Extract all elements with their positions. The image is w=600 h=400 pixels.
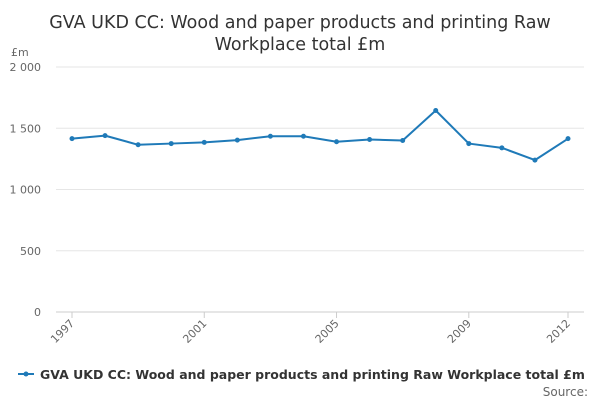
x-tick-label: 1997 xyxy=(48,317,77,346)
grid xyxy=(56,66,584,313)
data-point xyxy=(334,139,340,145)
data-point xyxy=(201,139,207,145)
y-tick-label: 1 500 xyxy=(10,122,42,135)
data-point xyxy=(532,157,538,163)
chart-title-line-2: Workplace total £m xyxy=(215,35,386,55)
data-point xyxy=(234,137,240,143)
chart-title-line-1: GVA UKD CC: Wood and paper products and … xyxy=(49,13,551,33)
data-point xyxy=(168,141,174,147)
data-point xyxy=(102,133,108,139)
legend-point-marker xyxy=(23,371,29,377)
y-tick-label: 2 000 xyxy=(10,61,42,74)
data-point xyxy=(433,107,439,113)
data-point xyxy=(300,133,306,139)
source-label: Source: xyxy=(543,385,588,399)
y-tick-label: 1 000 xyxy=(10,184,42,197)
y-tick-label: 0 xyxy=(34,306,41,319)
data-point xyxy=(400,138,406,143)
x-tick-label: 2001 xyxy=(180,317,209,346)
data-point xyxy=(565,136,571,142)
series-line xyxy=(71,109,569,162)
x-tick-label: 2009 xyxy=(445,317,474,346)
data-point xyxy=(267,133,273,139)
data-point xyxy=(135,142,141,148)
legend-label: GVA UKD CC: Wood and paper products and … xyxy=(40,367,585,382)
data-point xyxy=(367,137,373,143)
x-tick-label: 2005 xyxy=(313,317,342,346)
data-point xyxy=(466,141,472,147)
legend[interactable]: GVA UKD CC: Wood and paper products and … xyxy=(18,367,585,382)
x-axis-ticks: 1997 2001 2005 2009 2012 xyxy=(48,312,573,346)
plot-area xyxy=(69,107,571,163)
data-point xyxy=(499,145,505,151)
y-axis-unit: £m xyxy=(11,46,29,59)
y-axis-ticks: 0 500 1 000 1 500 2 000 xyxy=(10,61,42,319)
data-point xyxy=(69,136,75,142)
y-tick-label: 500 xyxy=(20,245,41,258)
x-tick-label: 2012 xyxy=(544,317,573,346)
